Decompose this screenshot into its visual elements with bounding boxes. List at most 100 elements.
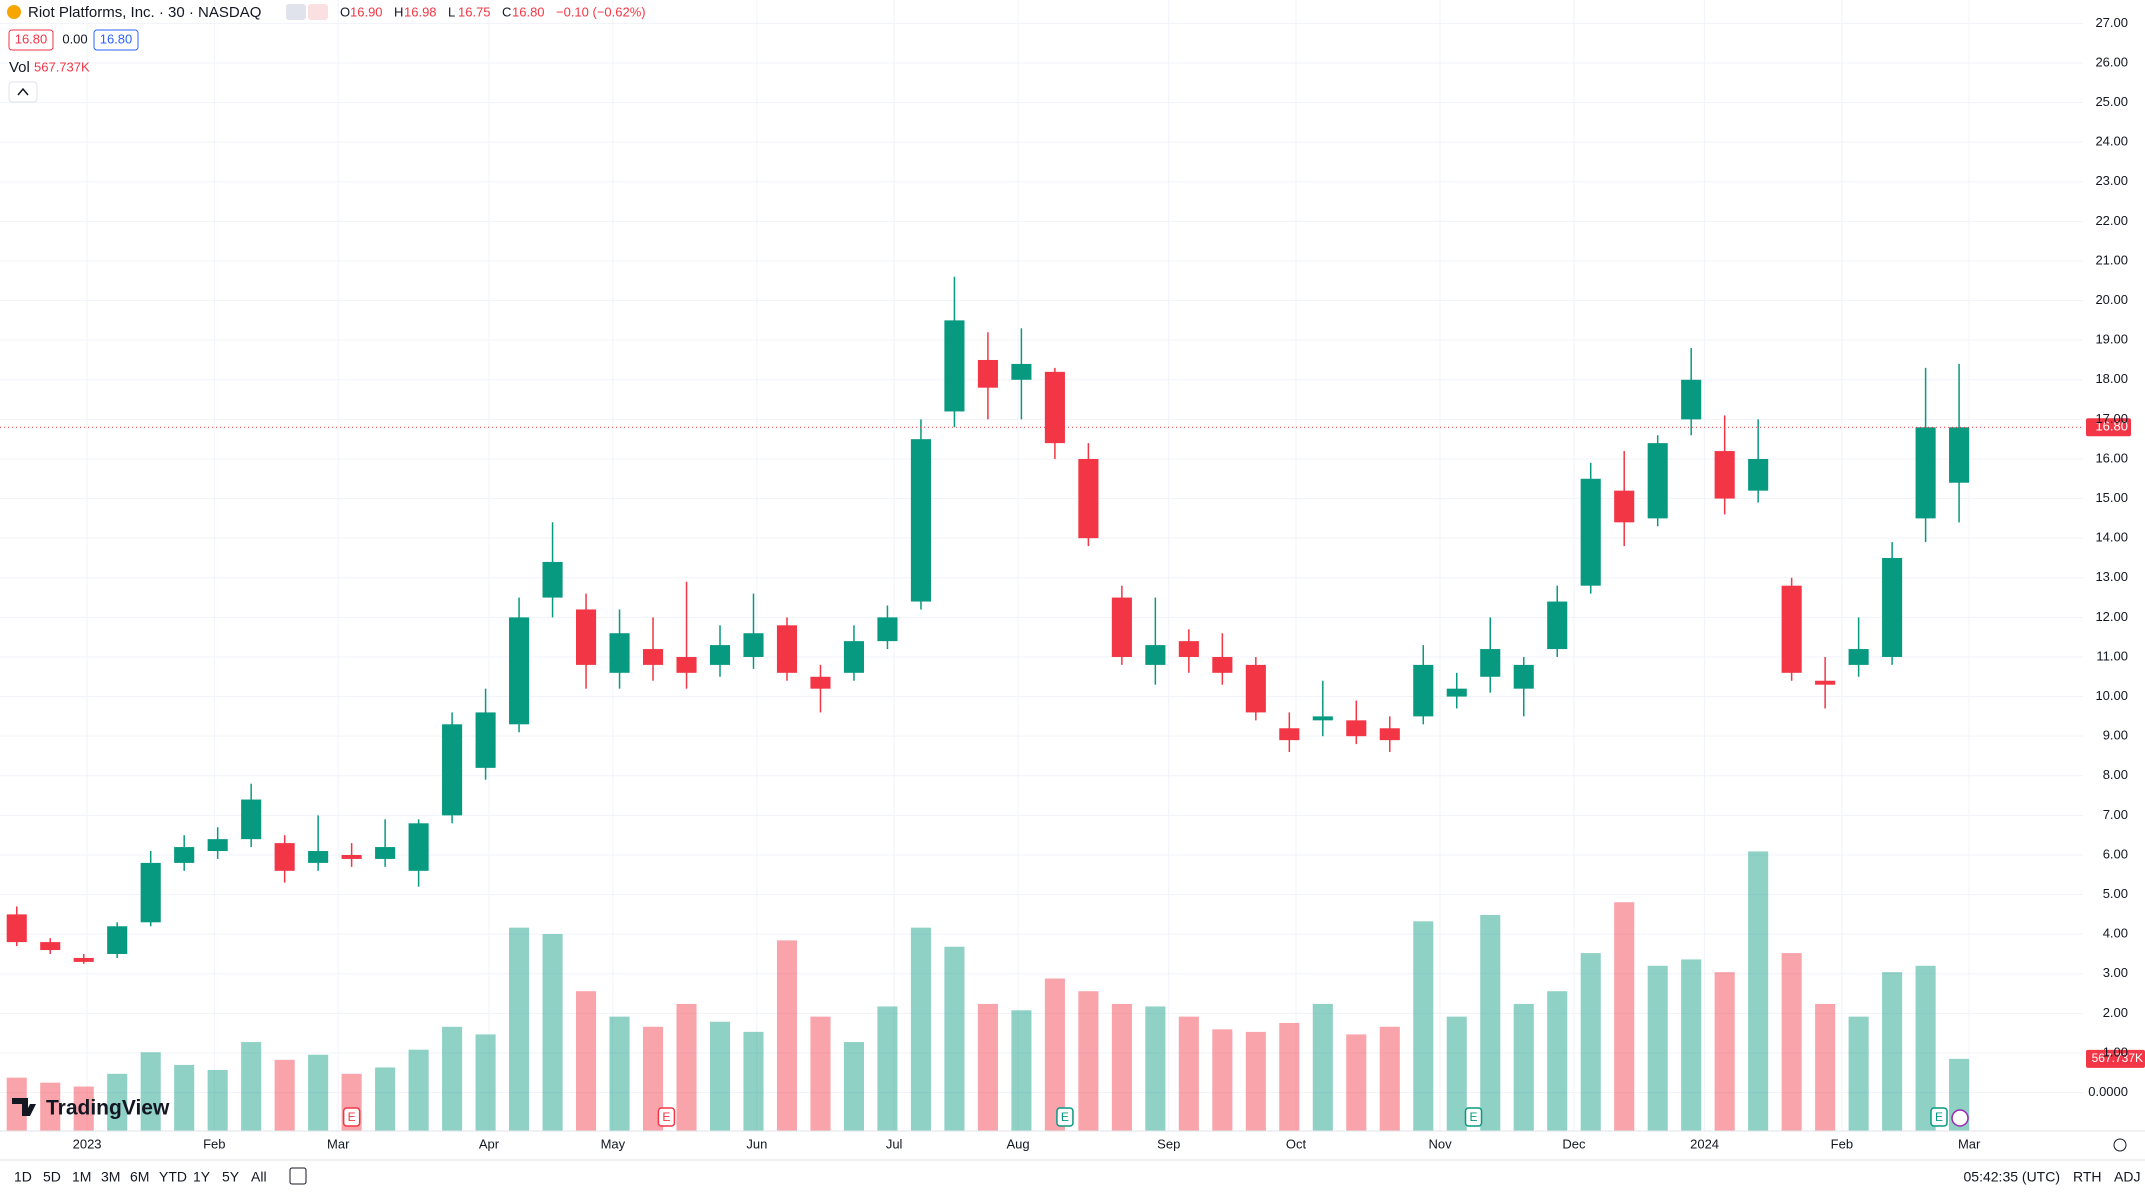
overlay: 16.80 567.737K E E E E E <box>0 418 2145 1127</box>
earnings-marker[interactable] <box>342 1107 361 1127</box>
volume-bar <box>308 1054 329 1131</box>
earnings-marker[interactable] <box>1056 1107 1074 1127</box>
candle-body <box>1882 557 1903 657</box>
earnings-label: E <box>1061 1110 1069 1124</box>
session-toggle[interactable]: RTH <box>2073 1169 2102 1185</box>
calendar-icon[interactable] <box>289 1167 307 1185</box>
ohlc-value: 16.80 <box>512 4 545 19</box>
volume-bar <box>408 1049 429 1131</box>
y-tick-label: 25.00 <box>2095 94 2128 109</box>
volume-bar <box>475 1034 496 1131</box>
volume-bar <box>1379 1026 1400 1131</box>
y-tick-label: 12.00 <box>2095 609 2128 624</box>
volume-bar <box>1446 1016 1467 1131</box>
grid <box>0 0 2083 1131</box>
y-tick-label: 26.00 <box>2095 54 2128 69</box>
y-tick-label: 15.00 <box>2095 490 2128 505</box>
price-badges: 16.80 0.00 16.80 <box>8 29 139 51</box>
range-button[interactable]: All <box>251 1169 267 1185</box>
y-tick-label: 16.00 <box>2095 450 2128 465</box>
volume-bar <box>609 1016 630 1131</box>
candle-body <box>1078 458 1099 539</box>
ohlc-change: −0.10 (−0.62%) <box>556 4 646 19</box>
price-badge <box>93 29 139 51</box>
range-button[interactable]: 1Y <box>193 1169 211 1185</box>
candle-body <box>609 633 630 673</box>
candle-body <box>1949 427 1970 483</box>
candle-body <box>475 712 496 768</box>
candle-body <box>676 656 697 673</box>
y-tick-label: 23.00 <box>2095 173 2128 188</box>
volume-bar <box>1681 959 1702 1131</box>
x-tick-label: Feb <box>1831 1136 1853 1151</box>
candle-body <box>1580 478 1601 586</box>
settings-icon[interactable] <box>2113 1138 2127 1152</box>
candle-body <box>1178 641 1199 657</box>
range-button[interactable]: 5D <box>43 1169 61 1185</box>
volume-bar <box>576 991 597 1131</box>
range-button[interactable]: 5Y <box>222 1169 240 1185</box>
candle-body <box>1815 680 1836 685</box>
candle-body <box>944 320 965 412</box>
candle-body <box>341 854 362 859</box>
y-tick-label: 18.00 <box>2095 371 2128 386</box>
x-tick-label: Dec <box>1562 1136 1586 1151</box>
volume-bar <box>676 1003 697 1131</box>
collapse-button[interactable] <box>8 81 38 103</box>
candle-body <box>6 914 27 943</box>
volume-bar <box>1815 1003 1836 1131</box>
range-button[interactable]: 3M <box>101 1169 120 1185</box>
logo-text[interactable]: TradingView <box>46 1097 170 1120</box>
ohlc-value: 16.75 <box>458 4 491 19</box>
volume-bar <box>1513 1003 1534 1131</box>
candle-body <box>308 851 329 863</box>
y-tick-label: 6.00 <box>2103 846 2128 861</box>
volume-bar <box>1781 953 1802 1131</box>
price-badge-text: 0.00 <box>62 31 87 46</box>
symbol-title[interactable]: Riot Platforms, Inc. · 30 · NASDAQ <box>28 4 261 21</box>
earnings-marker[interactable] <box>1464 1107 1483 1127</box>
price-badge-text: 16.80 <box>100 31 133 46</box>
ohlc-key: L <box>448 4 455 19</box>
volume-bar <box>776 940 798 1131</box>
volume-bar <box>274 1059 295 1131</box>
candle-body <box>1044 371 1065 444</box>
candle-body <box>1513 664 1534 689</box>
x-tick-label: 2023 <box>73 1136 102 1151</box>
volume-bar <box>107 1073 128 1131</box>
dividend-marker[interactable] <box>1951 1109 1969 1127</box>
candle-body <box>843 641 865 673</box>
range-button[interactable]: 6M <box>130 1169 149 1185</box>
volume-bar <box>1714 972 1735 1131</box>
volume-bar <box>1245 1031 1266 1131</box>
toolbar: 1D 5D 1M 3M 6M YTD 1Y 5Y All <box>14 1169 267 1185</box>
volume-label: Vol <box>9 59 30 76</box>
candle-body <box>1614 490 1635 523</box>
compare-button[interactable] <box>308 4 328 20</box>
range-button[interactable]: YTD <box>159 1169 187 1185</box>
range-button[interactable]: 1D <box>14 1169 32 1185</box>
volume-bar <box>1145 1006 1166 1131</box>
candle-body <box>1547 601 1568 650</box>
y-tick-label: 9.00 <box>2103 728 2128 743</box>
candle-body <box>1011 363 1032 380</box>
volume-bar <box>1580 953 1601 1131</box>
candle-body <box>375 847 396 859</box>
candle-body <box>743 633 764 657</box>
time-display[interactable]: 05:42:35 (UTC) <box>1964 1169 2060 1185</box>
hide-button[interactable] <box>286 4 306 20</box>
y-tick-label: 7.00 <box>2103 807 2128 822</box>
adjust-toggle[interactable]: ADJ <box>2114 1169 2140 1185</box>
candle-body <box>1748 458 1769 491</box>
earnings-marker[interactable] <box>1930 1107 1948 1127</box>
last-volume-label: 567.737K <box>2092 1051 2143 1065</box>
x-tick-label: Nov <box>1428 1136 1452 1151</box>
y-tick-label: 11.00 <box>2096 648 2128 663</box>
range-button[interactable]: 1M <box>72 1169 91 1185</box>
y-tick-label: 13.00 <box>2095 569 2128 584</box>
y-tick-label: 0.0000 <box>2088 1084 2128 1099</box>
earnings-marker[interactable] <box>657 1107 676 1127</box>
ohlc-value: 16.98 <box>404 4 437 19</box>
volume-bar <box>642 1026 664 1131</box>
price-pane <box>6 276 1970 964</box>
